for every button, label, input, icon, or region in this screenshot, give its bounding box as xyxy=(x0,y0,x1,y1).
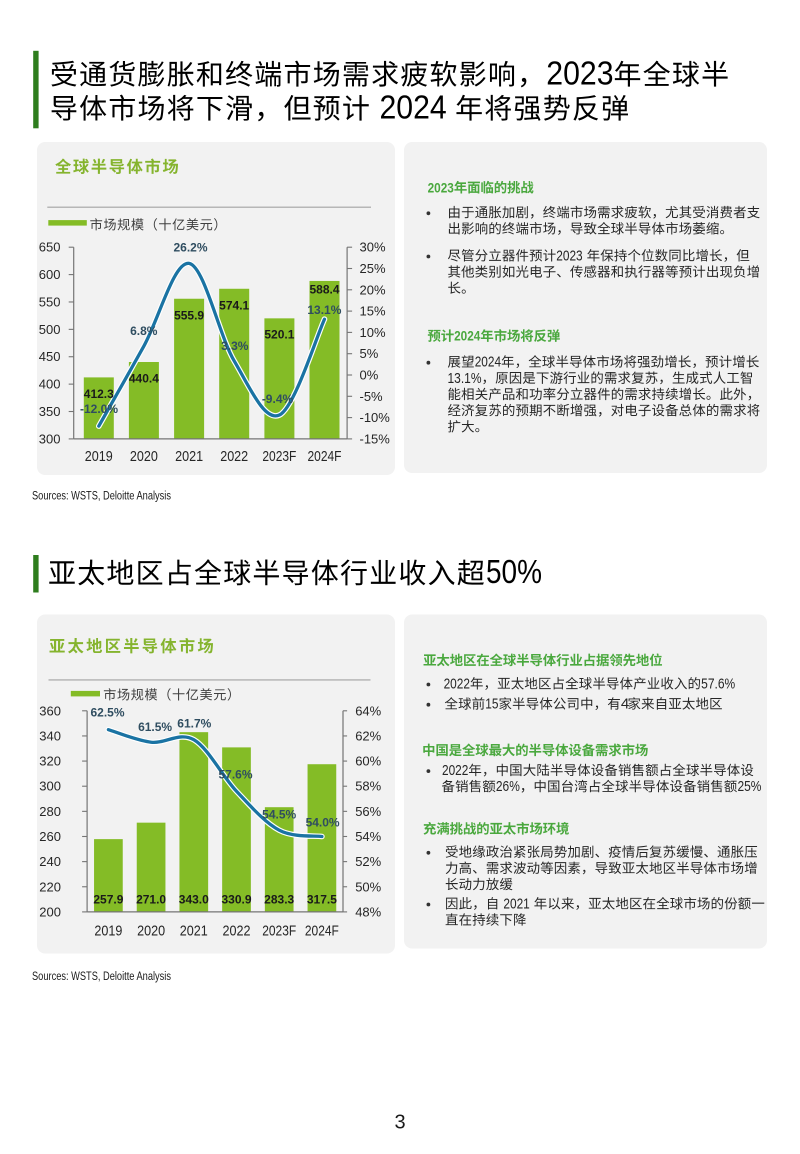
svg-text:300: 300 xyxy=(39,431,61,446)
svg-text:283.3: 283.3 xyxy=(264,892,294,906)
svg-text:60%: 60% xyxy=(355,754,381,769)
svg-text:2020: 2020 xyxy=(130,448,158,465)
svg-text:25%: 25% xyxy=(737,778,761,795)
svg-text:62.5%: 62.5% xyxy=(90,706,124,720)
svg-text:271.0: 271.0 xyxy=(136,892,166,906)
svg-text:340: 340 xyxy=(39,728,61,743)
svg-text:350: 350 xyxy=(39,404,61,419)
svg-text:2024F: 2024F xyxy=(305,923,339,940)
svg-text:-9.4%: -9.4% xyxy=(262,392,294,406)
svg-text:343.0: 343.0 xyxy=(179,892,209,906)
svg-text:57.6%: 57.6% xyxy=(701,675,735,692)
svg-text:280: 280 xyxy=(39,804,61,819)
svg-text:2023F: 2023F xyxy=(262,923,296,940)
svg-text:2021: 2021 xyxy=(180,923,208,940)
svg-text:-15%: -15% xyxy=(360,431,391,446)
svg-text:25%: 25% xyxy=(360,261,386,276)
svg-text:240: 240 xyxy=(39,854,61,869)
svg-text:300: 300 xyxy=(39,779,61,794)
svg-text:2022: 2022 xyxy=(442,762,468,779)
svg-text:588.4: 588.4 xyxy=(309,283,339,297)
svg-text:58%: 58% xyxy=(355,779,381,794)
svg-text:400: 400 xyxy=(39,377,61,392)
svg-text:2021: 2021 xyxy=(175,448,203,465)
svg-text:26.2%: 26.2% xyxy=(173,240,207,254)
svg-text:260: 260 xyxy=(39,829,61,844)
svg-text:2019: 2019 xyxy=(85,448,113,465)
svg-text:2021: 2021 xyxy=(503,895,529,912)
svg-text:0%: 0% xyxy=(360,368,379,383)
svg-text:2020: 2020 xyxy=(137,923,165,940)
svg-text:54.5%: 54.5% xyxy=(262,808,296,822)
svg-text:440.4: 440.4 xyxy=(129,372,159,386)
svg-text:15: 15 xyxy=(485,696,498,713)
svg-text:412.3: 412.3 xyxy=(84,387,114,401)
svg-text:2023: 2023 xyxy=(546,55,613,92)
svg-text:-12.0%: -12.0% xyxy=(80,402,118,416)
svg-text:2024: 2024 xyxy=(475,354,501,371)
svg-text:50%: 50% xyxy=(355,879,381,894)
svg-text:10%: 10% xyxy=(360,325,386,340)
svg-text:360: 360 xyxy=(39,703,61,718)
svg-text:2023: 2023 xyxy=(556,247,582,264)
svg-text:13.1%: 13.1% xyxy=(307,303,341,317)
svg-text:-10%: -10% xyxy=(360,410,391,425)
svg-text:15%: 15% xyxy=(360,304,386,319)
svg-text:220: 220 xyxy=(39,879,61,894)
svg-text:320: 320 xyxy=(39,754,61,769)
svg-text:30%: 30% xyxy=(360,240,386,255)
svg-text:2022: 2022 xyxy=(220,448,248,465)
svg-text:52%: 52% xyxy=(355,854,381,869)
svg-text:550: 550 xyxy=(39,294,61,309)
svg-text:56%: 56% xyxy=(355,804,381,819)
svg-text:3.3%: 3.3% xyxy=(221,339,249,353)
svg-text:2024: 2024 xyxy=(380,89,447,126)
svg-text:57.6%: 57.6% xyxy=(218,768,252,782)
svg-text:2022: 2022 xyxy=(444,675,470,692)
svg-text:26%: 26% xyxy=(496,778,520,795)
svg-text:64%: 64% xyxy=(355,703,381,718)
svg-text:4: 4 xyxy=(621,696,629,713)
svg-text:5%: 5% xyxy=(360,346,379,361)
svg-text:2024F: 2024F xyxy=(308,448,342,465)
svg-text:Sources: WSTS, Deloitte Analys: Sources: WSTS, Deloitte Analysis xyxy=(32,969,171,983)
svg-text:6.8%: 6.8% xyxy=(130,324,158,338)
svg-text:555.9: 555.9 xyxy=(174,309,204,323)
svg-text:317.5: 317.5 xyxy=(307,892,337,906)
svg-text:54%: 54% xyxy=(355,829,381,844)
svg-text:61.7%: 61.7% xyxy=(177,716,211,730)
svg-text:3: 3 xyxy=(394,1112,405,1134)
svg-text:2023F: 2023F xyxy=(262,448,296,465)
svg-text:13.1%: 13.1% xyxy=(448,370,482,387)
svg-text:Sources: WSTS, Deloitte Analys: Sources: WSTS, Deloitte Analysis xyxy=(32,488,171,502)
svg-text:62%: 62% xyxy=(355,728,381,743)
svg-text:20%: 20% xyxy=(360,282,386,297)
svg-text:48%: 48% xyxy=(355,904,381,919)
svg-text:574.1: 574.1 xyxy=(219,298,249,312)
svg-text:2023: 2023 xyxy=(428,180,454,195)
svg-text:520.1: 520.1 xyxy=(264,328,294,342)
svg-text:50%: 50% xyxy=(486,554,542,591)
svg-text:257.9: 257.9 xyxy=(93,892,123,906)
svg-text:2019: 2019 xyxy=(94,923,122,940)
svg-text:650: 650 xyxy=(39,240,61,255)
svg-text:450: 450 xyxy=(39,349,61,364)
svg-text:54.0%: 54.0% xyxy=(306,816,340,830)
svg-text:2024: 2024 xyxy=(454,329,481,344)
svg-text:-5%: -5% xyxy=(360,389,384,404)
svg-text:330.9: 330.9 xyxy=(221,892,251,906)
svg-text:200: 200 xyxy=(39,904,61,919)
svg-text:2022: 2022 xyxy=(223,923,251,940)
svg-text:600: 600 xyxy=(39,267,61,282)
svg-text:500: 500 xyxy=(39,322,61,337)
svg-text:61.5%: 61.5% xyxy=(138,720,172,734)
